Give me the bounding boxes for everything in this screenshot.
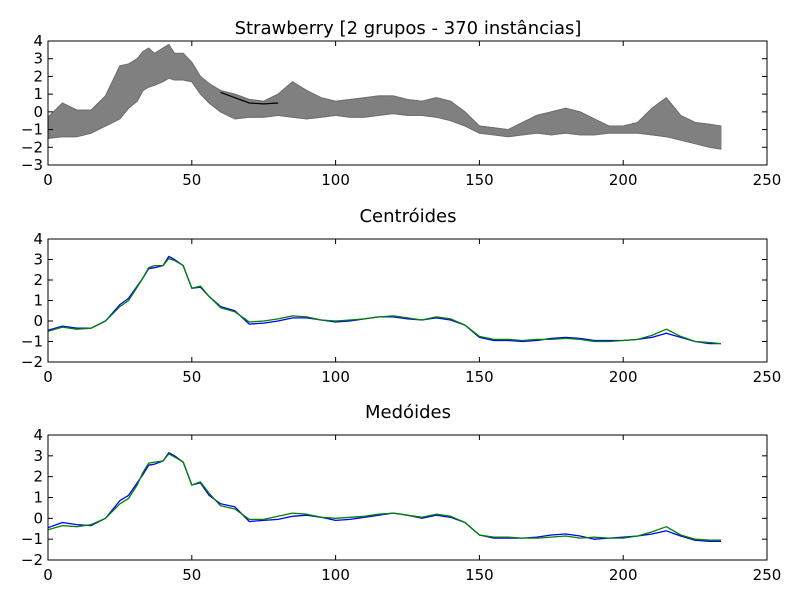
series-line-highlight [220, 91, 279, 105]
plot-frame [47, 238, 768, 363]
x-tick-label: 0 [43, 368, 53, 386]
y-tick-label: 0 [33, 312, 43, 330]
x-tick-label: 100 [321, 566, 350, 584]
y-tick-label: 0 [33, 103, 43, 121]
y-tick-label: −1 [21, 333, 43, 351]
y-tick-label: 3 [33, 251, 43, 269]
y-tick-label: 3 [33, 50, 43, 68]
x-tick-label: 0 [43, 171, 53, 189]
y-tick-label: −1 [21, 121, 43, 139]
y-tick-label: 3 [33, 447, 43, 465]
y-tick-label: 4 [33, 32, 43, 50]
y-tick-label: −1 [21, 530, 43, 548]
y-tick-label: 4 [33, 426, 43, 444]
y-tick-label: 2 [33, 271, 43, 289]
y-tick-label: 2 [33, 468, 43, 486]
y-tick-label: 1 [33, 85, 43, 103]
series-line-upper [47, 43, 722, 131]
y-tick-label: −2 [21, 353, 43, 371]
x-tick-label: 100 [321, 368, 350, 386]
series-line-2 [47, 257, 722, 345]
series-line-1 [47, 255, 721, 345]
series-line-2 [47, 453, 721, 541]
panel-title: Strawberry [2 grupos - 370 instâncias] [235, 18, 582, 39]
y-tick-label: 1 [33, 292, 43, 310]
x-tick-label: 50 [182, 566, 201, 584]
x-tick-label: 150 [465, 368, 494, 386]
panel-title: Centróides [359, 206, 456, 227]
y-tick-label: 4 [33, 230, 43, 248]
y-tick-label: 0 [33, 509, 43, 527]
y-tick-label: 2 [33, 67, 43, 85]
x-tick-label: 50 [182, 368, 201, 386]
plot-frame [47, 40, 768, 166]
x-tick-label: 150 [465, 566, 494, 584]
x-tick-label: 200 [609, 171, 638, 189]
x-tick-label: 0 [43, 566, 53, 584]
x-tick-label: 50 [182, 171, 201, 189]
series-line-lower [47, 77, 722, 150]
panel-title: Medóides [365, 402, 451, 423]
panel-strawberry: Strawberry [2 grupos - 370 instâncias] 0… [21, 18, 781, 189]
y-tick-label: −2 [21, 138, 43, 156]
y-tick-label: −2 [21, 551, 43, 569]
x-tick-label: 200 [609, 566, 638, 584]
x-tick-label: 150 [465, 171, 494, 189]
x-tick-label: 100 [321, 171, 350, 189]
x-tick-label: 200 [609, 368, 638, 386]
x-tick-label: 250 [753, 566, 782, 584]
series-line-1 [47, 452, 721, 542]
plot-frame [47, 434, 768, 561]
y-tick-label: 1 [33, 489, 43, 507]
x-tick-label: 250 [753, 171, 782, 189]
x-tick-label: 250 [753, 368, 782, 386]
y-tick-label: −3 [21, 156, 43, 174]
